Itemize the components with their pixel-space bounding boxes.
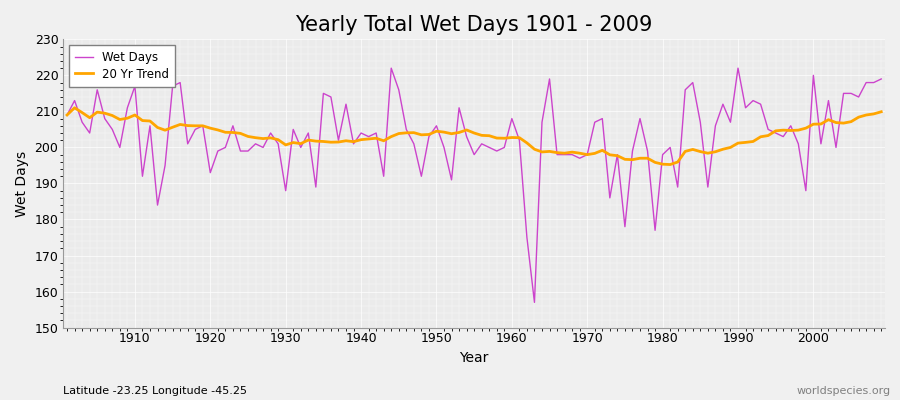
20 Yr Trend (69, 105, 80, 110)
Legend: Wet Days, 20 Yr Trend: Wet Days, 20 Yr Trend (69, 45, 176, 86)
Y-axis label: Wet Days: Wet Days (15, 150, 29, 216)
20 Yr Trend (340, 138, 351, 143)
Wet Days (386, 66, 397, 70)
Line: 20 Yr Trend: 20 Yr Trend (68, 108, 881, 164)
20 Yr Trend (665, 162, 676, 167)
20 Yr Trend (130, 112, 140, 117)
X-axis label: Year: Year (460, 351, 489, 365)
20 Yr Trend (876, 109, 886, 114)
Text: Latitude -23.25 Longitude -45.25: Latitude -23.25 Longitude -45.25 (63, 386, 247, 396)
20 Yr Trend (514, 135, 525, 140)
Wet Days (876, 76, 886, 81)
Wet Days (529, 300, 540, 305)
Wet Days (288, 127, 299, 132)
Text: worldspecies.org: worldspecies.org (796, 386, 891, 396)
Line: Wet Days: Wet Days (68, 68, 881, 302)
Wet Days (62, 112, 73, 117)
20 Yr Trend (605, 152, 616, 157)
20 Yr Trend (507, 135, 517, 140)
Wet Days (333, 138, 344, 143)
20 Yr Trend (62, 112, 73, 117)
Title: Yearly Total Wet Days 1901 - 2009: Yearly Total Wet Days 1901 - 2009 (295, 15, 652, 35)
Wet Days (507, 116, 517, 121)
Wet Days (612, 152, 623, 157)
20 Yr Trend (295, 141, 306, 146)
Wet Days (122, 105, 133, 110)
Wet Days (514, 138, 525, 143)
